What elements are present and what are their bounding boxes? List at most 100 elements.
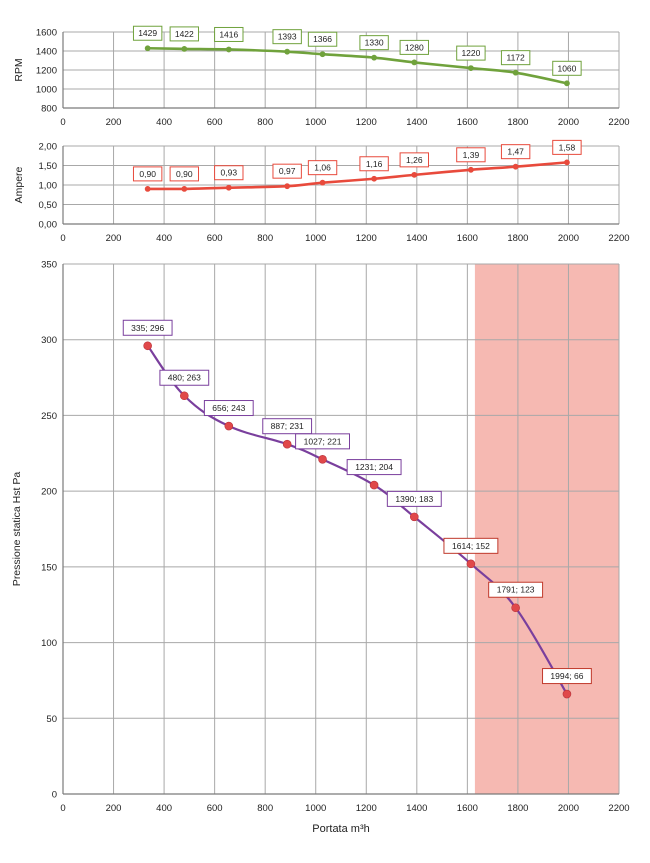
data-label-box [552, 139, 582, 155]
data-label: 335; 296 [131, 323, 164, 333]
data-label-box [307, 160, 338, 176]
data-point [284, 48, 291, 55]
data-label: 1614; 152 [452, 541, 490, 551]
data-label-box [272, 163, 302, 179]
y-axis-label: Pressione statica Hst Pa [11, 472, 23, 587]
x-tick-label: 200 [106, 117, 122, 128]
data-label-box [488, 581, 544, 598]
data-point [284, 183, 291, 190]
y-tick-label: 0,50 [39, 200, 58, 211]
data-label: 1994; 66 [550, 671, 583, 681]
data-point [564, 80, 570, 87]
x-tick-label: 2200 [608, 233, 629, 244]
data-label-box [443, 537, 499, 554]
data-label: 656; 243 [212, 403, 245, 413]
y-tick-label: 350 [41, 260, 57, 271]
x-tick-label: 600 [207, 803, 223, 814]
x-tick-label: 600 [207, 117, 223, 128]
x-axis-label: Portata m³h [312, 823, 369, 835]
data-point [319, 51, 326, 58]
data-point [369, 480, 379, 490]
x-tick-label: 1400 [406, 117, 427, 128]
x-tick-label: 1000 [305, 803, 326, 814]
data-label-box [169, 166, 200, 182]
chart-2: 0 200 400 600 800 1000 1200 1400 1600 1800 2000 220… [13, 139, 630, 244]
data-label: 1330 [365, 38, 384, 48]
data-label-box [542, 668, 592, 685]
y-tick-label: 1200 [36, 66, 57, 77]
data-label: 1231; 204 [355, 462, 393, 472]
data-point [143, 341, 152, 351]
data-point [181, 46, 188, 52]
data-label-box [346, 459, 402, 476]
series-line [146, 161, 569, 191]
data-label: 1429 [138, 28, 157, 38]
x-tick-label: 1000 [305, 117, 326, 128]
data-label-box [500, 144, 531, 160]
y-tick-label: 2,00 [39, 142, 58, 153]
data-label-box [214, 26, 244, 42]
data-label: 1390; 183 [395, 494, 433, 504]
shaded-region [474, 264, 619, 794]
data-label: 1416 [219, 29, 238, 39]
data-point [371, 175, 378, 182]
data-point [468, 65, 474, 71]
data-point [224, 421, 234, 431]
y-axis-label: RPM [13, 58, 25, 81]
data-label-box [359, 35, 389, 51]
x-tick-label: 1000 [305, 233, 326, 244]
y-tick-label: 250 [41, 411, 57, 422]
x-tick-label: 2200 [608, 117, 629, 128]
data-point [564, 159, 570, 166]
series-line [146, 46, 569, 85]
data-label: 1,16 [366, 159, 383, 169]
data-label-box [214, 165, 244, 181]
x-tick-label: 1400 [406, 233, 427, 244]
data-point [282, 439, 292, 449]
data-point [512, 163, 519, 170]
x-tick-label: 1200 [356, 117, 377, 128]
x-tick-label: 800 [257, 117, 273, 128]
x-tick-label: 2200 [608, 803, 629, 814]
data-point [466, 559, 476, 569]
data-label: 1366 [313, 34, 332, 44]
data-label: 1,39 [463, 150, 480, 160]
y-tick-label: 800 [41, 104, 57, 115]
data-label: 0,97 [279, 166, 296, 176]
data-point [144, 185, 151, 192]
data-point [371, 54, 378, 61]
data-label-box [272, 29, 302, 45]
data-point [318, 455, 327, 464]
data-point [181, 185, 188, 192]
x-tick-label: 400 [156, 117, 172, 128]
data-point [409, 512, 419, 522]
data-label-box [456, 45, 486, 61]
x-tick-label: 1200 [356, 233, 377, 244]
data-label: 1220 [461, 48, 480, 58]
data-label-box [359, 156, 389, 172]
data-point [562, 689, 572, 699]
x-tick-label: 2000 [558, 803, 579, 814]
y-tick-label: 300 [41, 335, 57, 346]
data-label: 1,26 [406, 155, 423, 165]
y-tick-label: 0,00 [39, 220, 58, 231]
chart-3: 0 200 400 600 800 1000 1200 1400 1600 1800 2000 220… [11, 260, 630, 836]
data-point [511, 603, 520, 613]
data-label-box [295, 433, 351, 450]
y-tick-label: 1,50 [39, 161, 58, 172]
x-tick-label: 800 [257, 803, 273, 814]
x-tick-label: 200 [106, 803, 122, 814]
x-tick-label: 0 [60, 803, 65, 814]
x-tick-label: 1800 [507, 803, 528, 814]
data-label-box [203, 400, 254, 417]
y-tick-label: 0 [52, 790, 57, 801]
data-label-box [552, 60, 582, 76]
data-label-box [399, 39, 429, 55]
data-label: 1060 [557, 63, 576, 73]
y-tick-label: 100 [41, 638, 57, 649]
x-tick-label: 400 [156, 803, 172, 814]
data-point [468, 166, 474, 173]
x-tick-label: 0 [60, 233, 65, 244]
data-point [512, 69, 519, 76]
data-label: 0,90 [176, 169, 193, 179]
